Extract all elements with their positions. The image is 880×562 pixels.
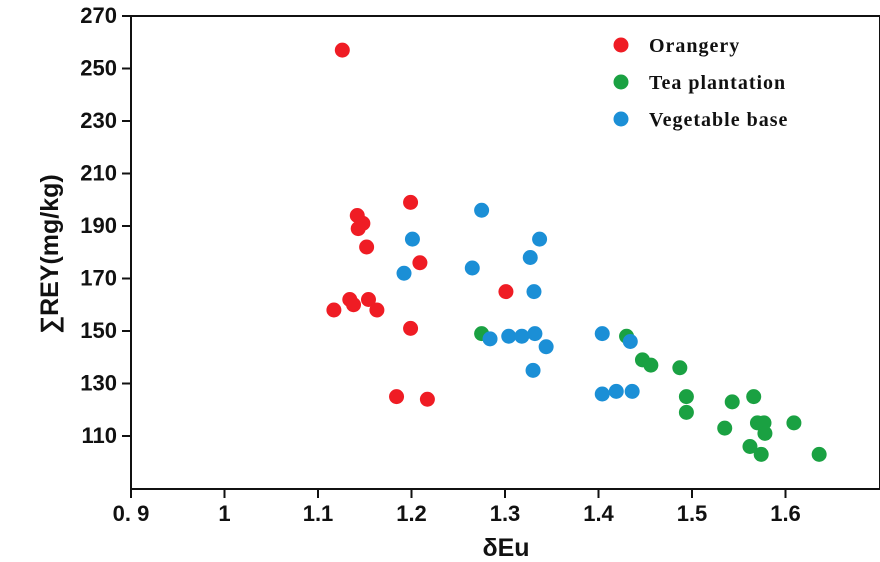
data-point-orangery [326,302,342,318]
x-tick-label: 1.1 [303,501,334,526]
data-point-tea-plantation [742,439,758,454]
x-tick-label: 1.5 [677,501,708,526]
y-tick-label: 190 [80,213,117,238]
y-tick-label: 170 [80,266,117,291]
y-tick-label: 110 [82,423,118,448]
data-point-vegetable-base [474,202,490,218]
data-point-vegetable-base [404,231,420,247]
data-point-orangery [359,239,375,255]
legend-marker [613,74,629,90]
data-point-orangery [419,391,435,407]
data-point-tea-plantation [678,389,694,405]
data-point-vegetable-base [532,231,548,247]
data-point-tea-plantation [753,446,769,462]
y-tick-label: 230 [80,108,117,133]
data-point-orangery [403,320,419,336]
data-point-vegetable-base [527,326,543,342]
y-axis: 110 130 150 170 190 210 230 250 270 [80,3,131,448]
data-point-vegetable-base [482,331,498,347]
y-tick-label: 130 [80,371,117,396]
data-point-vegetable-base [594,326,610,342]
data-point-vegetable-base [526,284,542,300]
data-point-orangery [498,284,514,300]
data-point-vegetable-base [501,328,517,344]
legend-marker [613,111,629,127]
y-tick-label: 270 [80,3,117,28]
data-point-tea-plantation [811,446,827,462]
data-point-orangery [369,302,385,318]
data-point-orangery [346,297,362,313]
x-tick-label: 1.2 [396,501,427,526]
data-point-vegetable-base [464,260,480,276]
legend-item-vegetable-base: Vegetable base [613,109,788,131]
data-point-tea-plantation [746,389,762,405]
legend-item-orangery: Orangery [613,35,740,57]
data-points [326,42,827,462]
data-point-vegetable-base [522,250,538,265]
y-tick-label: 150 [80,318,117,343]
data-point-vegetable-base [396,265,412,281]
data-point-tea-plantation [724,394,740,410]
data-point-orangery [389,389,405,405]
data-point-vegetable-base [608,383,624,399]
x-tick-label: 1.4 [583,501,614,526]
data-point-orangery [350,221,366,237]
legend-item-tea-plantation: Tea plantation [613,72,786,94]
data-point-tea-plantation [757,425,773,441]
data-point-orangery [403,194,419,210]
x-tick-label: 1 [218,501,230,526]
legend: Orangery Tea plantation Vegetable base [613,35,788,131]
x-tick-label: 1.6 [770,501,801,526]
data-point-orangery [412,255,428,271]
data-point-orangery [360,292,376,307]
data-point-vegetable-base [514,328,530,344]
data-point-vegetable-base [525,362,541,378]
data-point-vegetable-base [594,386,610,402]
series-vegetable-base [396,202,640,402]
data-point-tea-plantation [643,357,659,373]
data-point-tea-plantation [717,420,733,436]
data-point-tea-plantation [672,360,688,376]
legend-marker [613,37,629,53]
x-tick-label: 1.3 [490,501,521,526]
data-point-vegetable-base [622,334,638,349]
x-axis: 0. 9 1 1.1 1.2 1.3 1.4 1.5 1.6 [113,489,801,526]
legend-label: Tea plantation [649,72,786,94]
legend-label: Orangery [649,35,740,57]
data-point-vegetable-base [624,383,640,399]
data-point-orangery [334,42,350,58]
data-point-tea-plantation [786,415,802,431]
y-axis-title: ∑REY(mg/kg) [36,174,64,334]
x-tick-label: 0. 9 [113,501,150,526]
x-axis-title: δEu [482,534,529,562]
y-tick-label: 210 [80,161,117,186]
data-point-vegetable-base [538,339,554,355]
y-tick-label: 250 [80,56,117,81]
data-point-tea-plantation [678,404,694,420]
series-orangery [326,42,514,407]
legend-label: Vegetable base [649,109,788,131]
series-tea-plantation [474,326,827,462]
